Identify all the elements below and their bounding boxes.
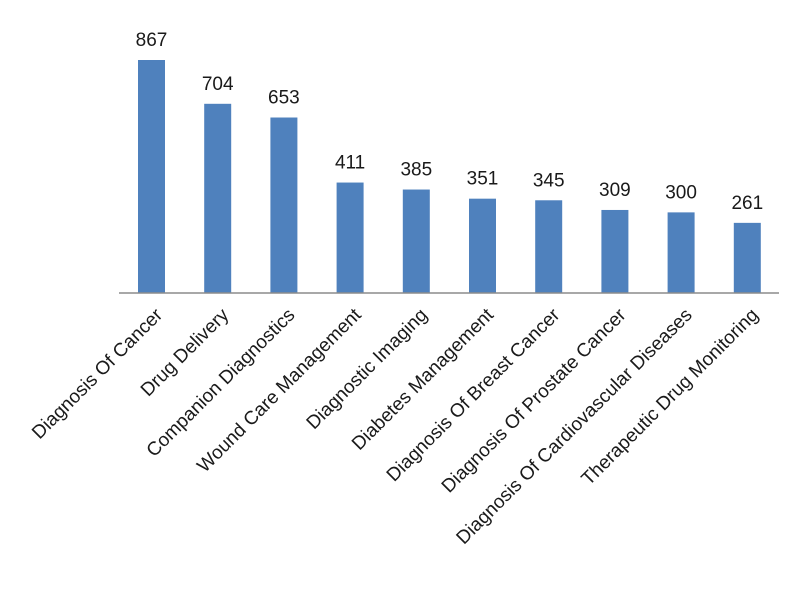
value-labels-group: 867 704 653 411 385 351 345 309 300 261 [136, 30, 764, 214]
value-label-9: 261 [731, 193, 763, 214]
value-label-7: 309 [599, 180, 631, 201]
bar-5 [469, 198, 496, 293]
bar-0 [138, 60, 165, 293]
bar-7 [601, 209, 629, 293]
bar-6 [535, 200, 563, 293]
value-label-0: 867 [136, 30, 168, 51]
value-label-8: 300 [665, 182, 697, 203]
value-label-3: 411 [335, 153, 365, 174]
bar-4 [402, 189, 430, 293]
category-label-8: Diagnosis Of Cardiovascular Diseases [453, 305, 697, 549]
bar-8 [667, 212, 695, 293]
value-label-2: 653 [268, 88, 300, 109]
value-label-1: 704 [202, 74, 234, 95]
bars-group [138, 60, 761, 293]
category-label-4: Diagnostic Imaging [303, 305, 432, 434]
bar-3 [336, 182, 364, 293]
bar-2 [270, 117, 298, 293]
category-label-0: Diagnosis Of Cancer [28, 304, 167, 443]
bar-9 [733, 222, 761, 293]
value-label-6: 345 [533, 170, 565, 191]
value-label-4: 385 [400, 160, 432, 181]
value-label-5: 351 [467, 169, 499, 190]
bar-1 [204, 103, 232, 293]
